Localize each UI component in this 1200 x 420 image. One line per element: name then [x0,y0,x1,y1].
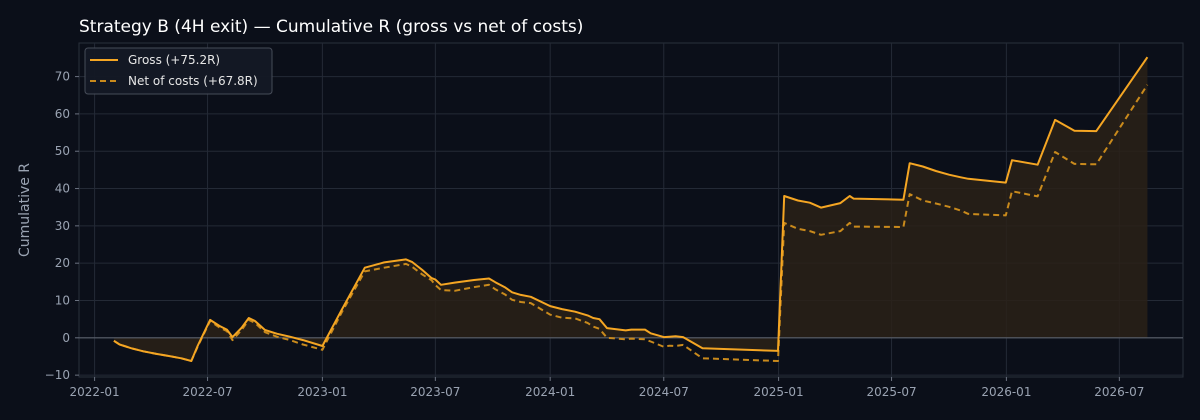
legend-box [84,47,273,95]
x-tick-label: 2023-01 [297,385,347,399]
y-tick-label: 50 [55,144,70,158]
y-tick-label: 0 [62,331,70,345]
legend-label-net: Net of costs (+67.8R) [128,74,258,88]
fill-layer [113,57,1148,361]
y-tick-label: 20 [55,256,70,270]
x-tick-label: 2026-07 [1094,385,1144,399]
x-tick-label: 2024-07 [639,385,689,399]
y-tick-label: 60 [55,107,70,121]
y-tick-label: 70 [55,70,70,84]
y-tick-label: 10 [55,293,70,307]
chart-title: Strategy B (4H exit) — Cumulative R (gro… [79,17,583,37]
series-layer [113,56,1149,362]
x-tick-label: 2024-01 [525,385,575,399]
x-tick-label: 2022-07 [182,385,232,399]
y-tick-labels: −10 0 10 20 30 40 50 60 70 [45,70,79,382]
x-tick-label: 2025-07 [866,385,916,399]
x-tick-label: 2026-01 [981,385,1031,399]
legend: Gross (+75.2R) Net of costs (+67.8R) [84,47,273,95]
x-tick-label: 2022-01 [70,385,120,399]
legend-label-gross: Gross (+75.2R) [128,53,220,67]
y-tick-label: −10 [45,368,70,382]
x-tick-labels: 2022-01 2022-07 2023-01 2023-07 2024-01 2024-… [70,377,1144,399]
x-tick-label: 2025-01 [754,385,804,399]
x-tick-label: 2023-07 [410,385,460,399]
series-line-net [113,84,1149,362]
y-tick-label: 40 [55,182,70,196]
y-axis-label: Cumulative R [17,163,33,257]
gross-area-fill [113,57,1148,361]
series-line-gross [113,56,1149,362]
y-tick-label: 30 [55,219,70,233]
